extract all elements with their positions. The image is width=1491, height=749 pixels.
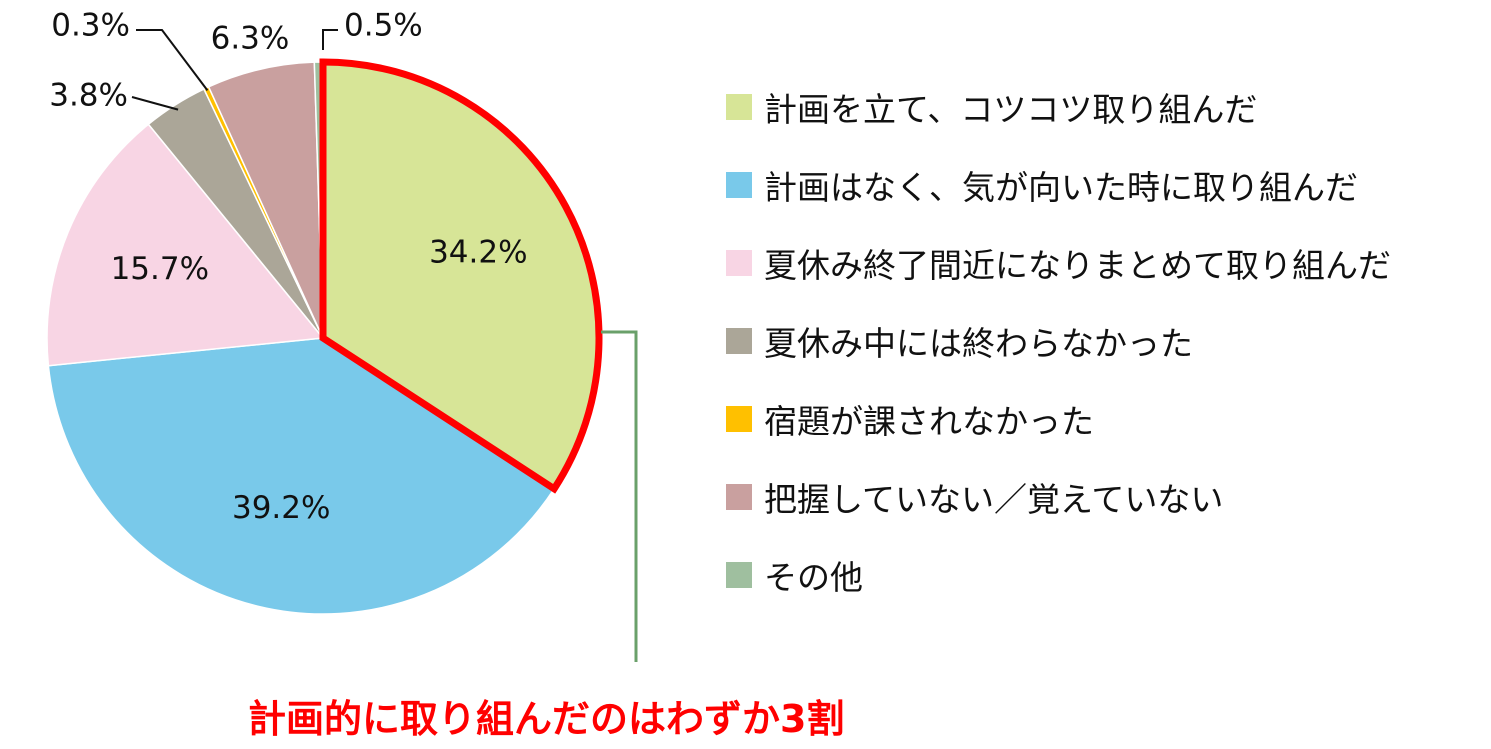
legend-swatch: [726, 406, 752, 432]
legend-label: 計画を立て、コツコツ取り組んだ: [764, 90, 1258, 129]
data-label-6: 6.3%: [211, 21, 290, 57]
legend-label: 宿題が課されなかった: [764, 402, 1094, 441]
legend-item-4: 夏休み中には終わらなかった: [726, 302, 1486, 380]
leader-line-5: [136, 29, 209, 92]
leader-line-7: [322, 29, 338, 50]
highlight-outline: [319, 58, 603, 494]
pie-slice-3: [46, 123, 325, 367]
data-label-4: 3.8%: [49, 78, 128, 114]
legend-item-7: その他: [726, 536, 1486, 614]
callout-leader-line: [601, 330, 638, 662]
callout-text: 計画的に取り組んだのはわずか3割: [248, 697, 845, 741]
data-label-2: 39.2%: [232, 490, 330, 526]
leader-line-4: [131, 96, 179, 111]
legend-item-2: 計画はなく、気が向いた時に取り組んだ: [726, 146, 1486, 224]
legend-swatch: [726, 250, 752, 276]
legend-label: その他: [764, 558, 863, 597]
legend-item-5: 宿題が課されなかった: [726, 380, 1486, 458]
legend-label: 夏休み終了間近になりまとめて取り組んだ: [764, 246, 1391, 285]
legend-swatch: [726, 94, 752, 120]
data-label-3: 15.7%: [111, 251, 209, 287]
data-label-5: 0.3%: [51, 8, 130, 44]
legend-label: 計画はなく、気が向いた時に取り組んだ: [764, 168, 1358, 207]
legend-item-1: 計画を立て、コツコツ取り組んだ: [726, 68, 1486, 146]
legend-item-6: 把握していない／覚えていない: [726, 458, 1486, 536]
legend-swatch: [726, 562, 752, 588]
legend-label: 把握していない／覚えていない: [764, 480, 1224, 519]
legend-swatch: [726, 328, 752, 354]
legend-item-3: 夏休み終了間近になりまとめて取り組んだ: [726, 224, 1486, 302]
data-label-1: 34.2%: [429, 234, 527, 270]
legend-swatch: [726, 172, 752, 198]
legend-label: 夏休み中には終わらなかった: [764, 324, 1193, 363]
legend-swatch: [726, 484, 752, 510]
data-label-7: 0.5%: [344, 8, 423, 44]
legend: 計画を立て、コツコツ取り組んだ計画はなく、気が向いた時に取り組んだ 夏休み終了間近…: [726, 68, 1486, 614]
